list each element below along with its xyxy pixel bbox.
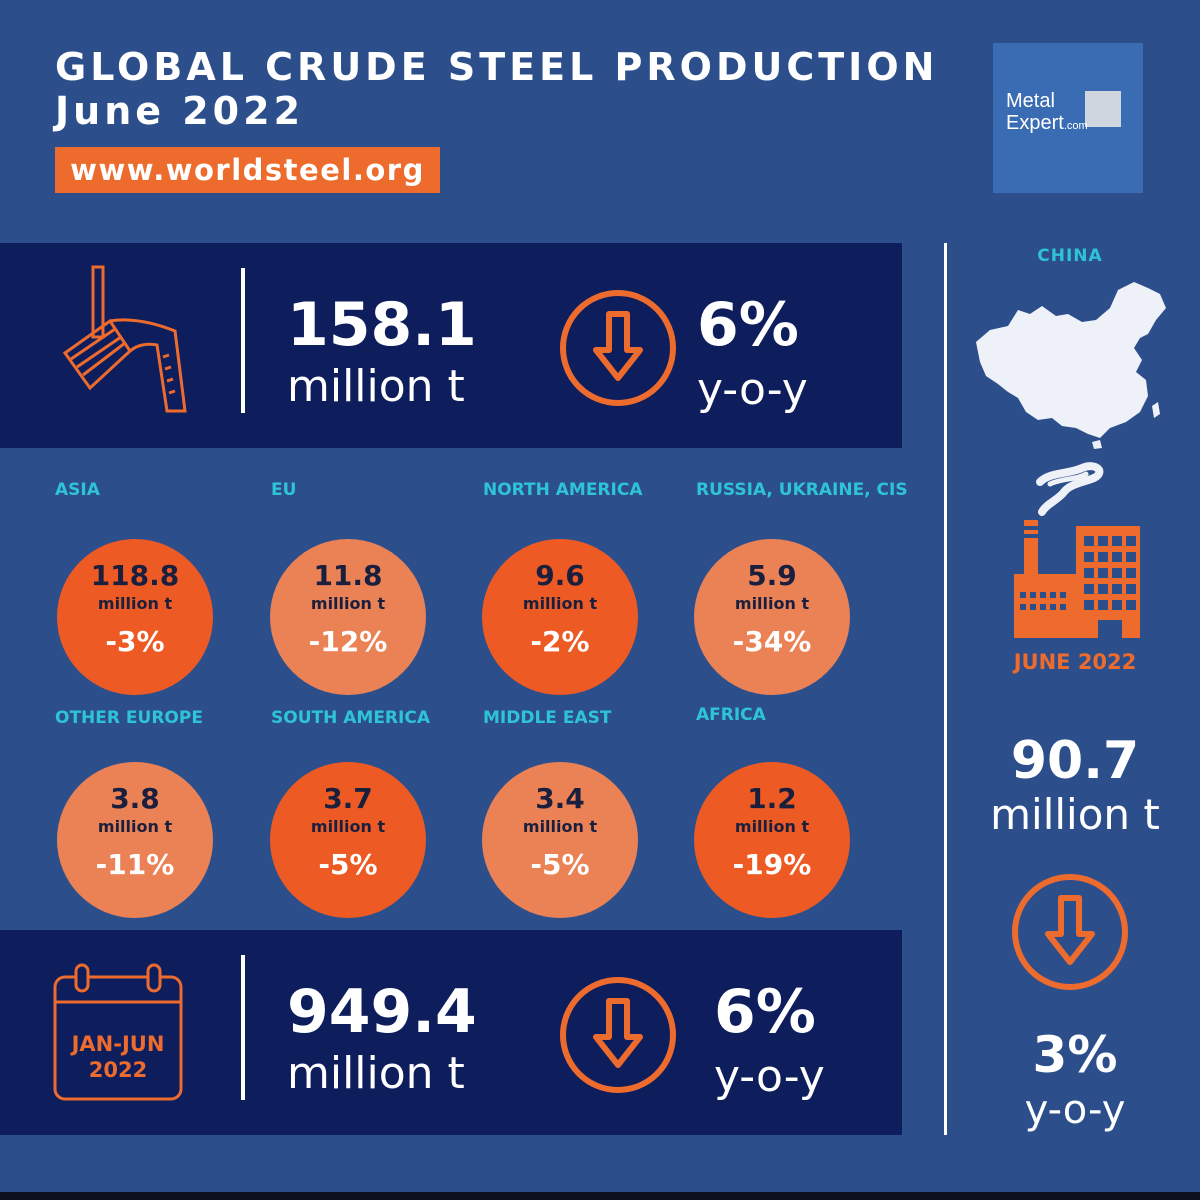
region-bubble-russia-ukraine-cis: 5.9 million t -34% [694,539,850,695]
logo-line-1: Metal [1006,90,1055,112]
down-arrow-circle-icon [1012,874,1128,990]
world-ytd-change-label: y-o-y [714,1051,825,1102]
title-line-1: GLOBAL CRUDE STEEL PRODUCTION [55,45,939,89]
logo-line-2: Expert.com [1006,113,1088,136]
region-unit: million t [522,817,598,836]
metal-expert-logo: Metal Expert.com [993,43,1143,193]
world-june-panel: 158.1 million t 6% y-o-y [0,243,902,448]
region-label-south-america: SOUTH AMERICA [271,708,430,728]
divider [241,955,245,1100]
calendar-period: JAN-JUN [71,1032,165,1056]
calendar-icon [53,963,183,1101]
region-bubble-africa: 1.2 million t -19% [694,762,850,918]
world-june-unit: million t [287,361,465,412]
region-unit: million t [734,594,810,613]
region-change: -12% [308,625,388,658]
divider [241,268,245,413]
title-line-2: June 2022 [55,89,305,133]
region-change: -3% [105,625,165,658]
region-change: -5% [318,848,378,881]
region-value: 1.2 [747,782,797,815]
china-unit: million t [990,790,1160,839]
ladle-pour-icon [62,265,187,413]
factory-icon [1014,462,1140,638]
right-divider [944,243,947,1135]
region-bubble-middle-east: 3.4 million t -5% [482,762,638,918]
region-change: -19% [732,848,812,881]
china-date: JUNE 2022 [1013,650,1137,674]
region-bubble-south-america: 3.7 million t -5% [270,762,426,918]
region-bubble-other-europe: 3.8 million t -11% [57,762,213,918]
logo-square [1085,91,1121,127]
world-june-change: 6% [697,290,799,360]
world-ytd-unit: million t [287,1048,465,1099]
region-unit: million t [97,817,173,836]
world-june-change-label: y-o-y [697,364,808,415]
region-value: 118.8 [90,559,180,592]
page-title: GLOBAL CRUDE STEEL PRODUCTION June 2022 [55,45,938,133]
logo-word: Expert [1006,112,1064,134]
calendar-year: 2022 [88,1058,148,1082]
region-unit: million t [97,594,173,613]
region-bubble-eu: 11.8 million t -12% [270,539,426,695]
china-map-icon [976,282,1166,449]
china-label: CHINA [1037,246,1103,266]
region-value: 3.8 [110,782,160,815]
region-change: -5% [530,848,590,881]
source-url[interactable]: www.worldsteel.org [55,147,440,193]
region-value: 9.6 [535,559,585,592]
region-change: -2% [530,625,590,658]
region-value: 11.8 [313,559,383,592]
logo-suffix: .com [1063,120,1088,132]
region-label-africa: AFRICA [696,705,766,725]
region-label-eu: EU [271,480,297,500]
region-unit: million t [734,817,810,836]
china-change-label: y-o-y [1024,1087,1126,1133]
region-unit: million t [310,817,386,836]
world-june-value: 158.1 [287,290,477,360]
bottom-border [0,1192,1200,1200]
region-unit: million t [522,594,598,613]
down-arrow-circle-icon [560,290,676,406]
region-unit: million t [310,594,386,613]
region-label-asia: ASIA [55,480,100,500]
region-change: -11% [95,848,175,881]
region-label-russia-ukraine-cis: RUSSIA, UKRAINE, CIS [696,480,908,500]
world-ytd-change: 6% [714,977,816,1047]
region-label-other-europe: OTHER EUROPE [55,708,203,728]
region-bubble-asia: 118.8 million t -3% [57,539,213,695]
china-value: 90.7 [1010,731,1140,791]
world-ytd-panel: JAN-JUN 2022 949.4 million t 6% y-o-y [0,930,902,1135]
region-label-middle-east: MIDDLE EAST [483,708,612,728]
china-change: 3% [1032,1026,1118,1084]
world-ytd-value: 949.4 [287,977,477,1047]
region-label-north-america: NORTH AMERICA [483,480,643,500]
down-arrow-circle-icon [560,977,676,1093]
region-bubble-north-america: 9.6 million t -2% [482,539,638,695]
region-value: 5.9 [747,559,797,592]
region-value: 3.4 [535,782,585,815]
region-change: -34% [732,625,812,658]
region-value: 3.7 [323,782,373,815]
